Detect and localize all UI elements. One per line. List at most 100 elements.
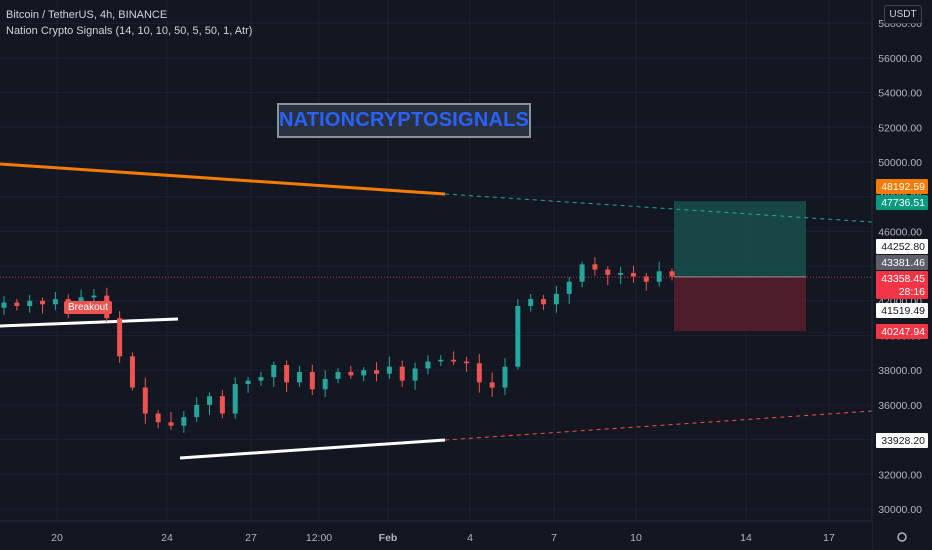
time-tick-label: 27	[245, 532, 257, 544]
candle-body	[515, 306, 521, 367]
currency-label[interactable]: USDT	[884, 5, 922, 24]
breakout-label: Breakout	[64, 301, 113, 314]
candle-body	[656, 271, 662, 282]
time-tick-label: 24	[161, 532, 173, 544]
price-tick-label: 36000.00	[878, 400, 922, 412]
candle-body	[309, 371, 315, 390]
candle-body	[194, 404, 200, 418]
candle-body	[592, 264, 598, 270]
price-tag	[876, 303, 928, 318]
resistance-extension	[444, 193, 873, 223]
price-tick-label: 56000.00	[878, 53, 922, 65]
candle-body	[528, 299, 534, 307]
candle-body	[155, 413, 161, 423]
candle-body	[361, 370, 367, 376]
candle-body	[425, 361, 431, 369]
watermark-banner: NATIONCRYPTOSIGNALS	[277, 103, 531, 138]
candle-body	[438, 359, 444, 362]
price-tag	[876, 195, 928, 210]
candle-body	[14, 302, 20, 307]
indicator-title: Nation Crypto Signals (14, 10, 10, 50, 5…	[6, 25, 253, 37]
price-tick-label: 54000.00	[878, 88, 922, 100]
support-trendline	[179, 438, 446, 460]
candle-body	[463, 361, 469, 364]
time-tick-label: 12:00	[306, 532, 332, 544]
candle-body	[142, 387, 148, 414]
time-tick-label: 14	[740, 532, 752, 544]
candle-body	[374, 370, 380, 374]
candle-body	[566, 281, 572, 294]
candle-body	[489, 382, 495, 388]
candle-body	[129, 356, 135, 388]
price-tag	[876, 239, 928, 254]
price-tick-label: 50000.00	[878, 157, 922, 169]
candle-body	[322, 378, 328, 390]
price-tag-label: 33928.20	[881, 435, 925, 447]
price-tick-label: 52000.00	[878, 122, 922, 134]
candle-body	[643, 276, 649, 282]
target-zone	[674, 201, 806, 277]
price-tag	[876, 433, 928, 448]
candle-body	[541, 299, 547, 305]
price-tag	[876, 324, 928, 339]
candle-body	[451, 359, 457, 362]
price-tick-label: 32000.00	[878, 469, 922, 481]
candle-body	[412, 368, 418, 381]
candle-body	[245, 380, 251, 385]
price-tag	[876, 179, 928, 194]
candle-body	[605, 269, 611, 275]
symbol-title: Bitcoin / TetherUS, 4h, BINANCE	[6, 9, 168, 21]
price-tag	[876, 271, 928, 286]
candle-body	[181, 417, 187, 426]
stop-zone	[674, 276, 806, 332]
price-tag-label: 43381.46	[881, 257, 925, 269]
candle-body	[1, 302, 7, 308]
price-tag-label: 44252.80	[881, 241, 925, 253]
candle-body	[476, 363, 482, 383]
candle-body	[630, 273, 636, 277]
time-tick-label: 20	[51, 532, 63, 544]
candle-body	[91, 295, 97, 298]
support-extension	[444, 410, 873, 441]
price-tag-label: 28:16	[899, 286, 925, 298]
candle-body	[669, 271, 675, 277]
candle-body	[27, 300, 33, 307]
resistance-trendline	[0, 162, 446, 196]
candle-body	[296, 371, 302, 383]
price-tag-label: 41519.49	[881, 305, 925, 317]
candle-body	[386, 366, 392, 374]
candle-body	[553, 293, 559, 305]
candle-body	[168, 422, 174, 426]
breakout-line	[0, 317, 179, 328]
candle-body	[271, 364, 277, 378]
candle-body	[258, 377, 264, 381]
price-tag-label: 48192.59	[881, 181, 925, 193]
candle-body	[207, 396, 213, 405]
candle-body	[348, 371, 354, 376]
candle-body	[117, 318, 123, 357]
price-tick-label: 38000.00	[878, 365, 922, 377]
candle-body	[219, 396, 225, 414]
time-tick-label: 4	[467, 532, 473, 544]
time-tick-label: 10	[630, 532, 642, 544]
time-tick-label: 7	[551, 532, 557, 544]
candle-body	[284, 364, 290, 383]
price-tick-label: 30000.00	[878, 504, 922, 516]
candle-body	[502, 366, 508, 388]
price-tag-label: 47736.51	[881, 197, 925, 209]
candle-body	[40, 300, 46, 305]
time-tick-label: Feb	[379, 532, 398, 544]
price-tag-label: 40247.94	[881, 326, 925, 338]
candle-body	[399, 366, 405, 381]
candle-body	[579, 264, 585, 282]
price-tag	[876, 255, 928, 270]
candle-body	[335, 371, 341, 379]
candle-body	[618, 273, 624, 275]
price-tag	[876, 284, 928, 299]
candle-body	[52, 299, 58, 305]
time-tick-label: 17	[823, 532, 835, 544]
gear-icon[interactable]	[897, 532, 907, 542]
candle-body	[232, 384, 238, 414]
price-tick-label: 46000.00	[878, 226, 922, 238]
